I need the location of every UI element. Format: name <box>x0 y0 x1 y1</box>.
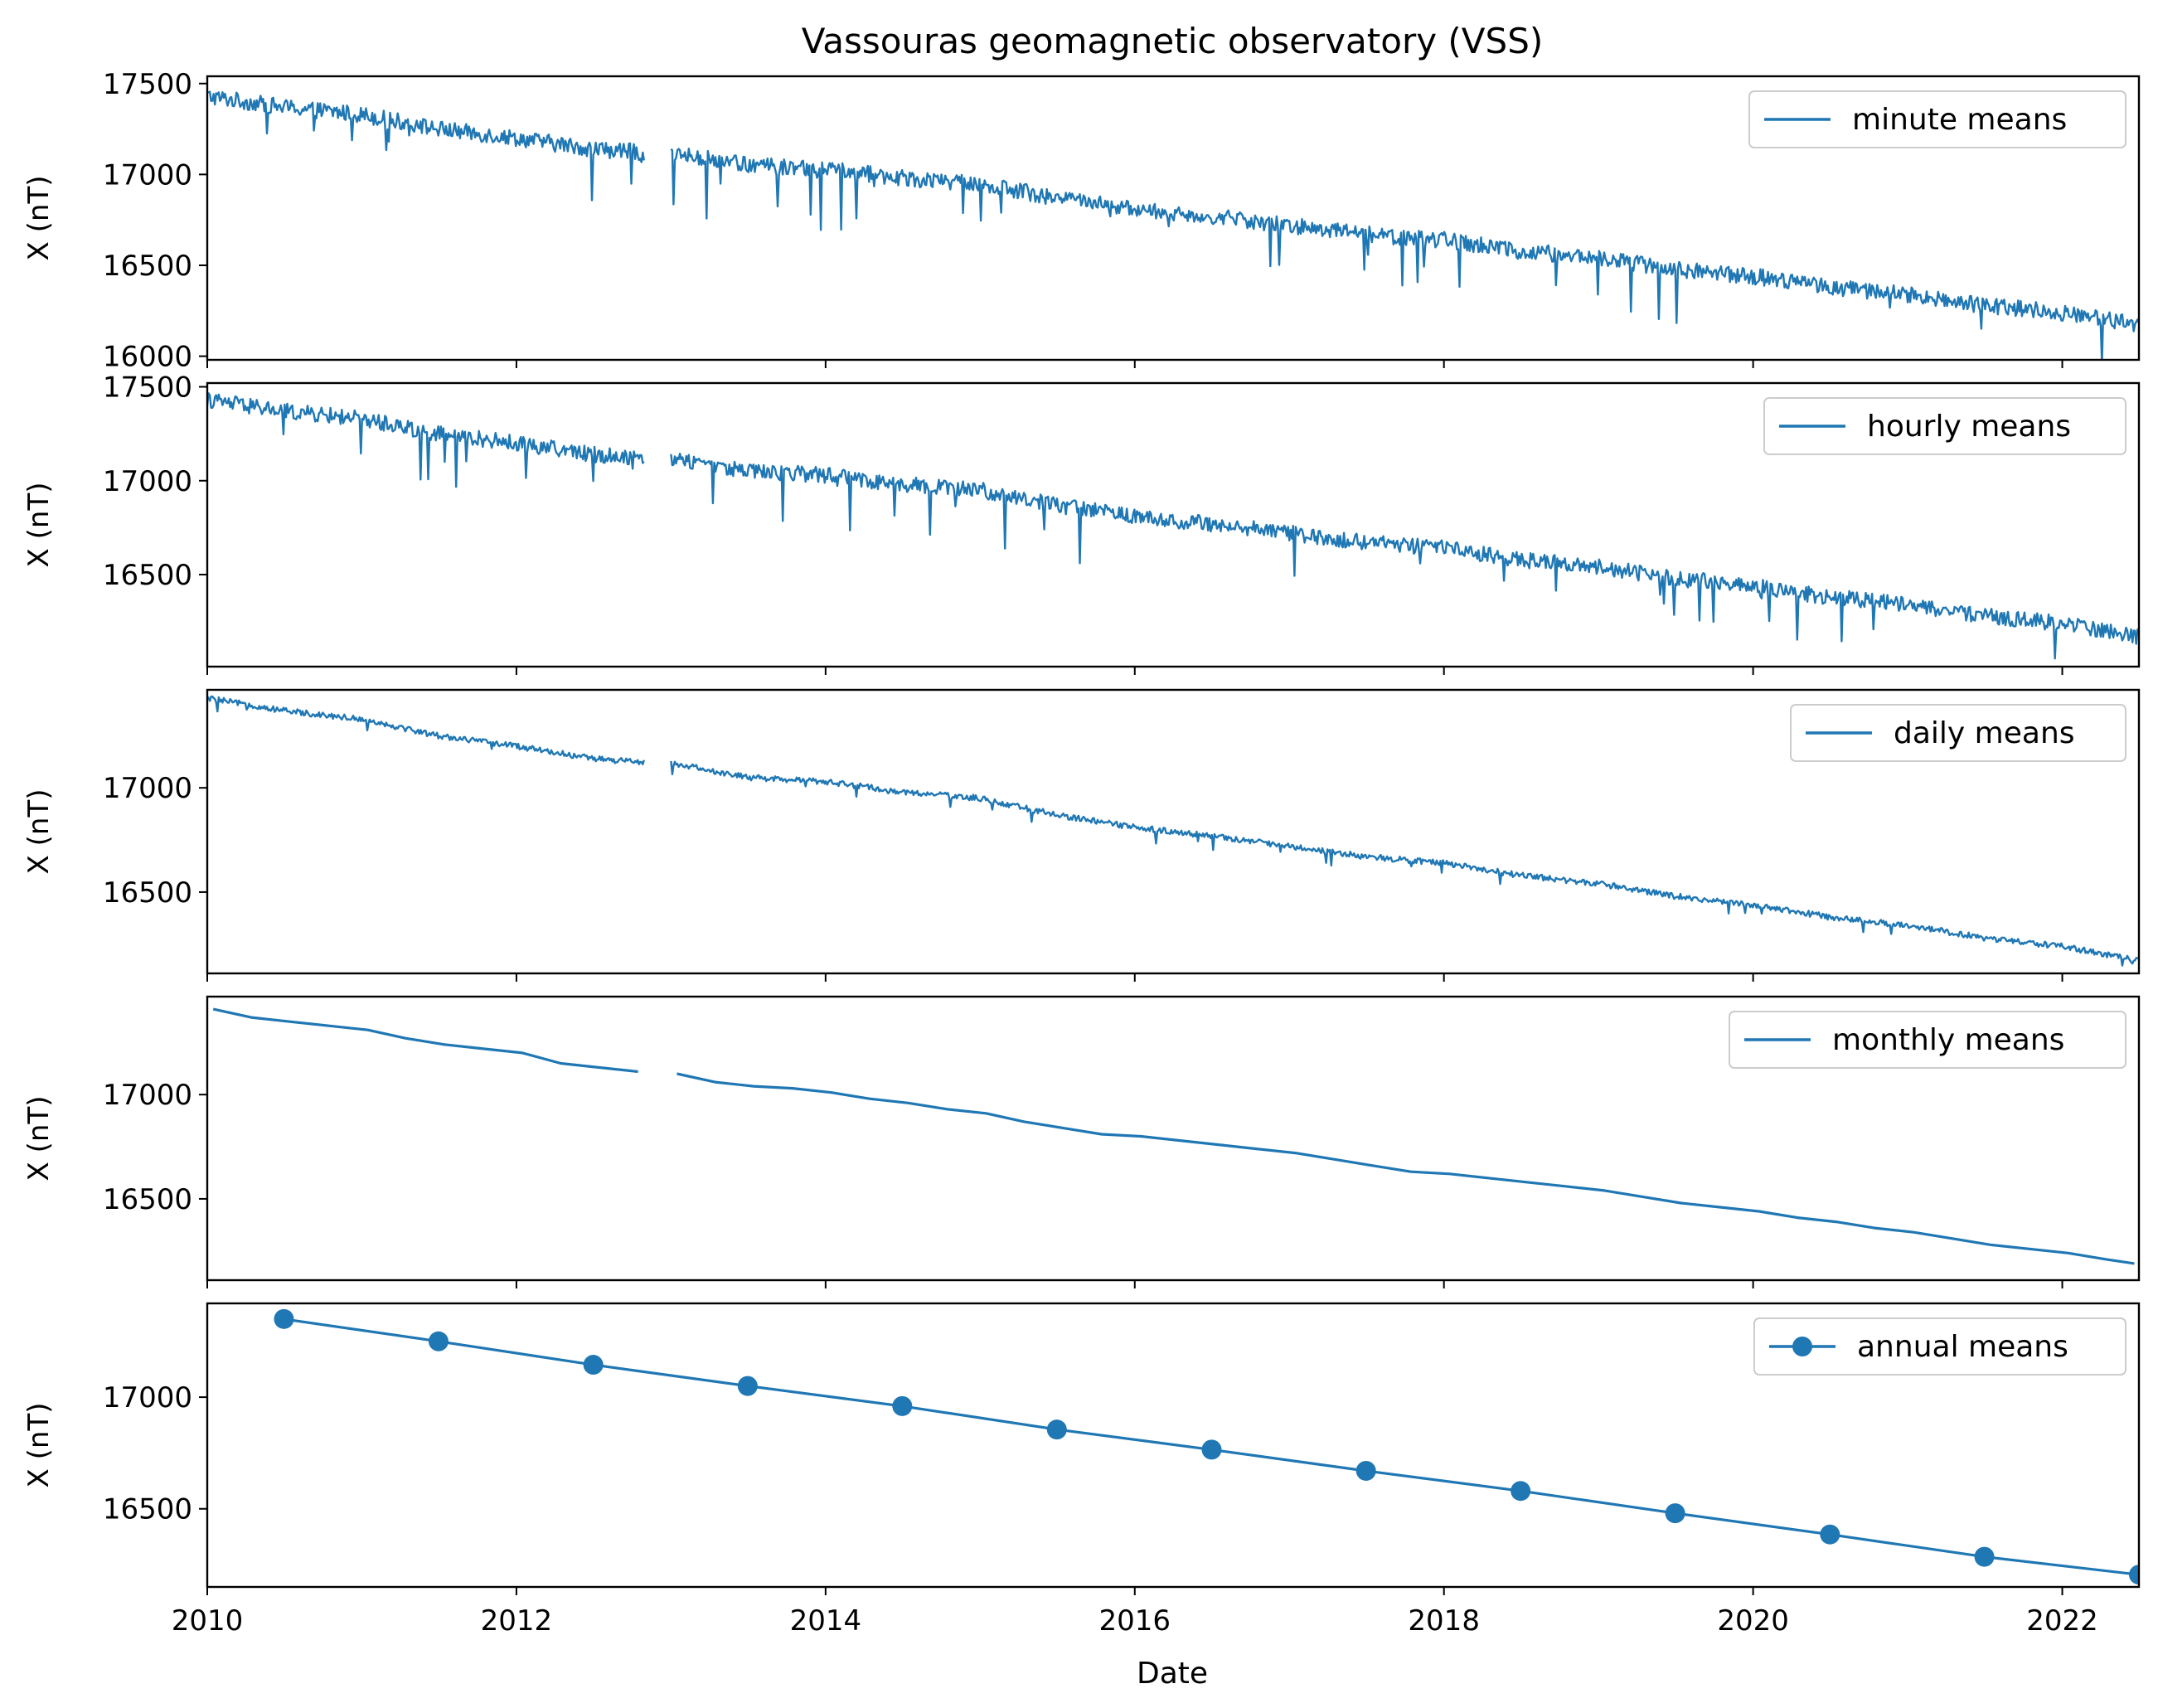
legend-label: hourly means <box>1867 410 2071 444</box>
data-point <box>428 1331 449 1351</box>
y-tick-label: 17000 <box>103 465 192 498</box>
series-line <box>212 1007 638 1074</box>
data-point <box>1665 1503 1685 1524</box>
x-tick-label: 2014 <box>790 1604 862 1638</box>
data-point <box>583 1355 604 1376</box>
axes-frame <box>206 1302 2141 1589</box>
data-point <box>1820 1524 1840 1545</box>
y-tick-label: 16500 <box>103 1183 192 1216</box>
panel-annual: 16500 17000 2010 2012 2014 2016 2018 2020 2022 X … <box>22 1302 2141 1638</box>
y-tick-label: 16500 <box>103 250 192 283</box>
data-point <box>2129 1565 2139 1585</box>
y-tick-label: 17000 <box>103 1381 192 1414</box>
y-tick-label: 17500 <box>103 371 192 405</box>
data-point <box>737 1376 758 1396</box>
data-point <box>1511 1481 1531 1502</box>
y-tick-label: 16000 <box>103 341 192 374</box>
legend-box <box>1790 704 2126 762</box>
x-tick-label: 2018 <box>1408 1604 1480 1638</box>
series-line <box>207 392 645 488</box>
data-point <box>892 1395 913 1416</box>
series-line <box>207 695 645 765</box>
data-point <box>274 1308 294 1329</box>
y-tick-label: 17500 <box>103 68 192 101</box>
legend-box <box>1753 1317 2126 1376</box>
legend: daily means <box>1790 704 2126 762</box>
data-point <box>1355 1460 1376 1481</box>
legend: minute means <box>1748 90 2126 148</box>
legend-label: annual means <box>1857 1330 2068 1364</box>
legend: annual means <box>1753 1317 2126 1376</box>
x-tick-label: 2020 <box>1717 1604 1789 1638</box>
y-tick-label: 16500 <box>103 559 192 592</box>
y-axis-label: X (nT) <box>22 176 56 261</box>
axes-frame <box>206 688 2141 975</box>
legend: monthly means <box>1729 1011 2126 1069</box>
y-tick-label: 17000 <box>103 772 192 805</box>
legend-marker <box>1792 1337 1812 1356</box>
series-line <box>670 760 2139 967</box>
legend-box <box>1729 1011 2126 1069</box>
legend-box <box>1763 397 2126 455</box>
legend-label: minute means <box>1852 103 2067 137</box>
y-tick-label: 16500 <box>103 876 192 910</box>
series-line <box>670 453 2139 660</box>
y-tick-label: 16500 <box>103 1493 192 1526</box>
x-tick-label: 2016 <box>1099 1604 1171 1638</box>
legend-label: monthly means <box>1832 1023 2064 1057</box>
series-line <box>670 148 2139 360</box>
chart-title: Vassouras geomagnetic observatory (VSS) <box>802 21 1543 61</box>
axes-frame <box>206 75 2141 361</box>
y-axis-label: X (nT) <box>22 789 56 875</box>
axes-frame <box>206 381 2141 668</box>
y-tick-label: 17000 <box>103 1079 192 1112</box>
y-axis-label: X (nT) <box>22 1403 56 1488</box>
panel-daily: 16500 17000 X (nT) daily means <box>22 688 2141 982</box>
axes-frame <box>206 995 2141 1282</box>
y-tick-label: 17000 <box>103 158 192 192</box>
panel-minute: 16000 16500 17000 17500 X (nT) minute means <box>22 68 2141 374</box>
data-point <box>1046 1419 1067 1440</box>
x-axis-label: Date <box>1137 1657 1208 1691</box>
y-axis-label: X (nT) <box>22 1096 56 1182</box>
x-tick-label: 2022 <box>2026 1604 2098 1638</box>
x-tick-label: 2010 <box>172 1604 244 1638</box>
data-point <box>1974 1546 1995 1567</box>
legend: hourly means <box>1763 397 2126 455</box>
series-line <box>207 90 645 201</box>
data-point <box>1201 1439 1222 1460</box>
panel-monthly: 16500 17000 X (nT) monthly means <box>22 995 2141 1288</box>
legend-box <box>1748 90 2126 148</box>
y-axis-label: X (nT) <box>22 483 56 568</box>
legend-label: daily means <box>1894 716 2075 750</box>
series-line <box>676 1072 2135 1265</box>
panel-hourly: 16500 17000 17500 X (nT) hourly means <box>22 371 2141 675</box>
x-tick-label: 2012 <box>481 1604 553 1638</box>
